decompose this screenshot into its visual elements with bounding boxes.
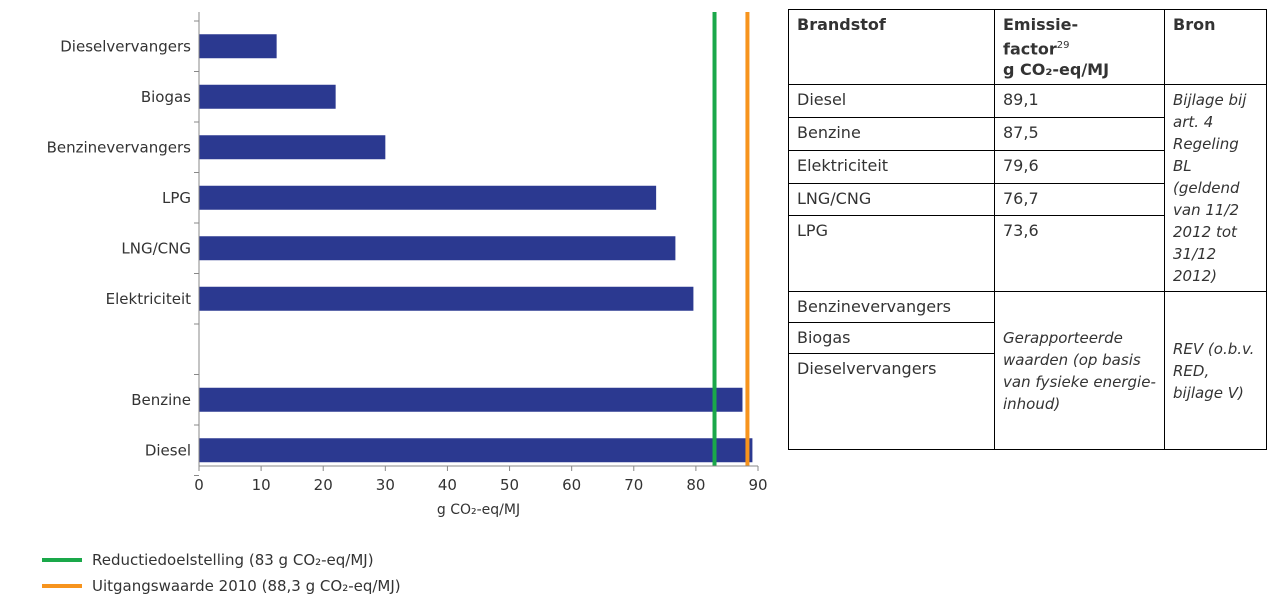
category-label: LPG xyxy=(162,189,191,207)
cell-factor: 73,6 xyxy=(994,215,1165,293)
bar-benzinevervangers xyxy=(199,135,386,160)
x-tick-label: 20 xyxy=(314,476,333,494)
legend-label-reduction: Reductiedoelstelling (83 g CO₂-eq/MJ) xyxy=(92,551,374,569)
cell-fuel: Diesel xyxy=(788,84,995,119)
header-source: Bron xyxy=(1164,8,1267,86)
x-tick-label: 60 xyxy=(562,476,581,494)
cell-fuel: Biogas xyxy=(788,322,995,355)
x-tick-label: 80 xyxy=(686,476,705,494)
cell-fuel: Benzine xyxy=(788,117,995,151)
category-label: Benzine xyxy=(131,391,191,409)
category-label: Elektriciteit xyxy=(106,290,191,308)
bar-diesel xyxy=(199,438,753,463)
table-row: Dieselvervangers xyxy=(788,353,1267,451)
emission-factor-table: Brandstof Emissie- factor29 g CO₂-eq/MJ … xyxy=(788,8,1267,451)
bars-group xyxy=(199,34,753,463)
category-label: Benzinevervangers xyxy=(47,138,192,156)
x-tick-label: 40 xyxy=(438,476,457,494)
cell-factor: 87,5 xyxy=(994,117,1165,151)
category-label: Dieselvervangers xyxy=(60,37,191,55)
table-row: LPG 73,6 xyxy=(788,215,1267,293)
bar-chart: Dieselvervangers Biogas Benzinevervangers L… xyxy=(47,12,768,518)
category-label: Biogas xyxy=(141,88,191,106)
legend-label-baseline: Uitgangswaarde 2010 (88,3 g CO₂-eq/MJ) xyxy=(92,577,401,595)
header-fuel: Brandstof xyxy=(788,8,995,86)
header-factor-line1: Emissie- xyxy=(1003,15,1079,34)
table-header-row: Brandstof Emissie- factor29 g CO₂-eq/MJ … xyxy=(788,8,1267,86)
bar-benzine xyxy=(199,387,743,412)
table-row: Benzinevervangers Gerapporteerde waarden… xyxy=(788,291,1267,451)
cell-factor-reported: Gerapporteerde waarden (op basis van fys… xyxy=(994,291,1165,451)
x-tick-label: 70 xyxy=(624,476,643,494)
table-row: Elektriciteit 79,6 xyxy=(788,149,1267,184)
cell-fuel: LPG xyxy=(788,215,995,293)
cell-fuel: Dieselvervangers xyxy=(788,353,995,451)
cell-factor: 89,1 xyxy=(994,84,1165,119)
legend-item-reduction: Reductiedoelstelling (83 g CO₂-eq/MJ) xyxy=(42,551,374,569)
bar-lpg xyxy=(199,185,657,210)
axes: 0 10 20 30 40 50 60 70 80 90 xyxy=(194,12,768,494)
cell-fuel: Benzinevervangers xyxy=(788,291,995,324)
header-factor-line2: factor xyxy=(1003,39,1057,59)
cell-fuel: LNG/CNG xyxy=(788,182,995,217)
x-tick-label: 90 xyxy=(748,476,767,494)
table-row: Diesel 89,1 Bijlage bij art. 4 Regeling … xyxy=(788,84,1267,293)
x-axis-title: g CO₂-eq/MJ xyxy=(437,502,520,518)
bar-dieselvervangers xyxy=(199,34,277,59)
x-tick-label: 10 xyxy=(252,476,271,494)
x-tick-label: 30 xyxy=(376,476,395,494)
bar-biogas xyxy=(199,84,336,109)
table-row: Benzine 87,5 xyxy=(788,117,1267,151)
header-factor: Emissie- factor29 g CO₂-eq/MJ xyxy=(994,8,1165,86)
x-tick-label: 0 xyxy=(194,476,204,494)
cell-factor: 76,7 xyxy=(994,182,1165,217)
legend-item-baseline: Uitgangswaarde 2010 (88,3 g CO₂-eq/MJ) xyxy=(42,577,401,595)
bar-elektriciteit xyxy=(199,286,694,311)
category-label: Diesel xyxy=(145,441,191,459)
bar-lng-cng xyxy=(199,236,676,261)
reference-lines xyxy=(712,12,750,466)
cell-fuel: Elektriciteit xyxy=(788,149,995,184)
category-labels: Dieselvervangers Biogas Benzinevervangers L… xyxy=(47,37,192,459)
cell-factor: 79,6 xyxy=(994,149,1165,184)
legend-swatch-green xyxy=(42,558,82,562)
cell-source-rev: REV (o.b.v. RED, bijlage V) xyxy=(1164,291,1267,451)
footnote-marker: 29 xyxy=(1056,40,1070,51)
cell-source-regeling: Bijlage bij art. 4 Regeling BL (geldend … xyxy=(1164,84,1267,293)
legend-swatch-orange xyxy=(42,584,82,588)
category-label: LNG/CNG xyxy=(121,239,191,257)
x-tick-label: 50 xyxy=(500,476,519,494)
header-factor-unit: g CO₂-eq/MJ xyxy=(1003,60,1110,80)
